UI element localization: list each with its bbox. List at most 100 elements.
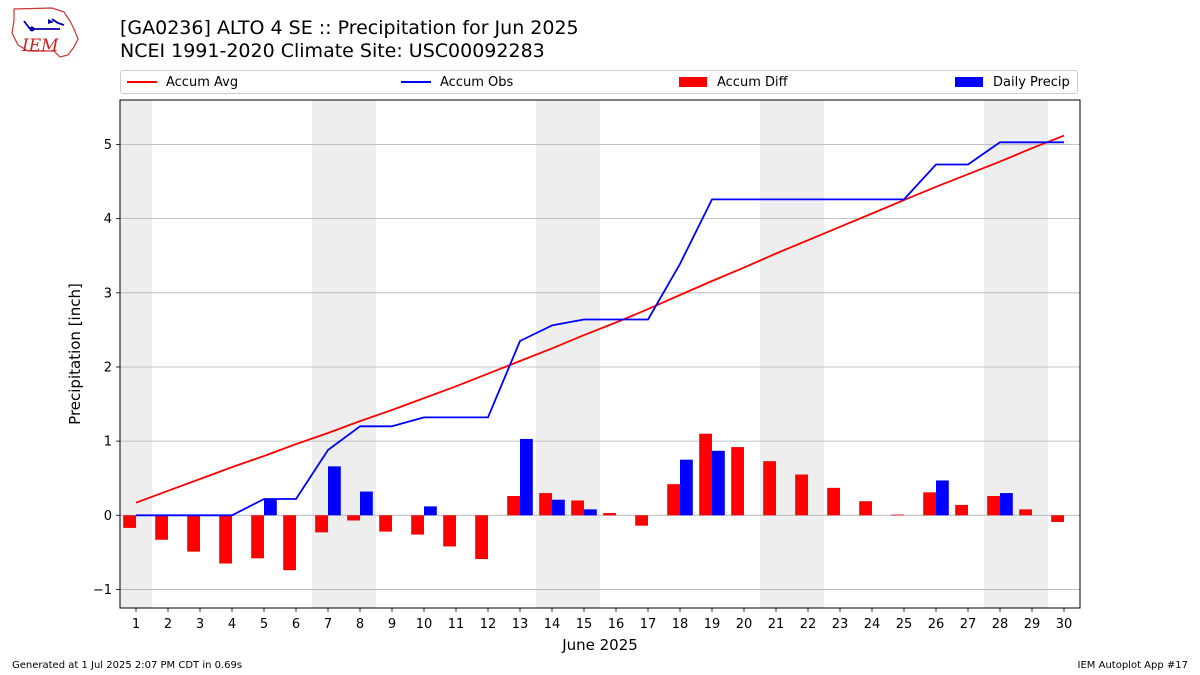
accum-diff-bar-day-1: [123, 515, 136, 528]
accum-diff-bar-day-11: [443, 515, 456, 547]
plot-frame: [119, 99, 1081, 609]
accum-diff-bar-day-25: [891, 514, 904, 516]
accum-diff-bar-day-23: [827, 487, 840, 516]
x-tick-label-8: 8: [356, 617, 364, 632]
footer-generated: Generated at 1 Jul 2025 2:07 PM CDT in 0…: [12, 660, 243, 671]
x-tick-label-25: 25: [896, 617, 913, 632]
accum-diff-bar-day-29: [1019, 509, 1032, 516]
x-tick-label-5: 5: [260, 617, 268, 632]
accum-diff-bar-day-28: [987, 496, 1000, 516]
legend-accum-diff-label: Accum Diff: [717, 74, 788, 90]
daily-precip-bar-day-19: [712, 450, 725, 516]
accum-diff-bar-day-5: [251, 515, 264, 559]
accum-diff-bar-day-10: [411, 515, 424, 535]
legend-accum-avg: Accum Avg: [127, 71, 238, 93]
y-tick-label-1: 1: [104, 435, 112, 450]
x-tick-label-18: 18: [672, 617, 689, 632]
accum-diff-bar-day-2: [155, 515, 168, 540]
x-tick-label-15: 15: [576, 617, 593, 632]
x-tick-label-1: 1: [132, 617, 140, 632]
weekend-shade-day-15: [568, 100, 600, 608]
accum-diff-bar-day-6: [283, 515, 296, 571]
y-tick-label-4: 4: [104, 212, 112, 227]
weekend-shade-day-14: [536, 100, 568, 608]
legend-accum-diff-swatch: [679, 77, 707, 87]
x-tick-label-12: 12: [480, 617, 497, 632]
footer-app: IEM Autoplot App #17: [1077, 660, 1188, 671]
x-tick-label-9: 9: [388, 617, 396, 632]
accum-diff-bar-day-16: [603, 513, 616, 516]
daily-precip-bar-day-26: [936, 480, 949, 516]
accum-diff-bar-day-13: [507, 496, 520, 516]
y-tick-label-3: 3: [104, 286, 112, 301]
accum-diff-bar-day-8: [347, 515, 360, 521]
chart-title: [GA0236] ALTO 4 SE :: Precipitation for …: [120, 17, 579, 39]
svg-text:IEM: IEM: [21, 36, 59, 56]
accum-diff-bar-day-9: [379, 515, 392, 532]
accum-diff-bar-day-15: [571, 500, 584, 516]
x-tick-label-14: 14: [544, 617, 561, 632]
accum-diff-bar-day-24: [859, 501, 872, 516]
x-tick-label-24: 24: [864, 617, 881, 632]
legend-accum-avg-swatch: [127, 81, 157, 83]
y-tick-label-5: 5: [104, 138, 112, 153]
y-tick-label--1: −1: [93, 583, 112, 598]
legend: Accum Avg Accum Obs Accum Diff Daily Pre…: [120, 70, 1078, 94]
daily-precip-bar-day-10: [424, 506, 437, 516]
y-tick-label-2: 2: [104, 360, 112, 375]
accum-diff-bar-day-20: [731, 447, 744, 516]
accum-diff-bar-day-19: [699, 433, 712, 516]
daily-precip-bar-day-8: [360, 491, 373, 516]
x-tick-label-13: 13: [512, 617, 529, 632]
legend-daily-precip-label: Daily Precip: [993, 74, 1070, 90]
accum-diff-bar-day-26: [923, 492, 936, 516]
x-tick-label-2: 2: [164, 617, 172, 632]
legend-accum-obs: Accum Obs: [401, 71, 513, 93]
weekend-shade-day-8: [344, 100, 376, 608]
accum-diff-bar-day-27: [955, 504, 968, 516]
daily-precip-bar-day-18: [680, 459, 693, 516]
x-tick-label-21: 21: [768, 617, 785, 632]
accum-diff-bar-day-4: [219, 515, 232, 564]
daily-precip-bar-day-5: [264, 498, 277, 516]
accum-diff-bar-day-14: [539, 493, 552, 516]
legend-daily-precip-swatch: [955, 77, 983, 87]
accum-diff-bar-day-21: [763, 461, 776, 516]
accum-diff-bar-day-7: [315, 515, 328, 533]
x-tick-label-3: 3: [196, 617, 204, 632]
accum-diff-bar-day-3: [187, 515, 200, 552]
x-tick-label-16: 16: [608, 617, 625, 632]
x-tick-label-28: 28: [992, 617, 1009, 632]
accum-diff-bar-day-12: [475, 515, 488, 560]
x-tick-label-29: 29: [1024, 617, 1041, 632]
accum-diff-bar-day-18: [667, 484, 680, 516]
x-tick-label-30: 30: [1056, 617, 1073, 632]
x-tick-label-27: 27: [960, 617, 977, 632]
legend-accum-avg-label: Accum Avg: [166, 74, 239, 90]
x-tick-label-22: 22: [800, 617, 817, 632]
x-axis-label: June 2025: [561, 636, 638, 654]
weekend-shade-day-21: [760, 100, 792, 608]
legend-accum-diff: Accum Diff: [679, 71, 788, 93]
daily-precip-bar-day-7: [328, 466, 341, 516]
weekend-shade-day-29: [1016, 100, 1048, 608]
weekend-shade-day-28: [984, 100, 1016, 608]
chart-subtitle: NCEI 1991-2020 Climate Site: USC00092283: [120, 40, 545, 62]
weekend-shade-day-1: [120, 100, 152, 608]
accum-diff-bar-day-22: [795, 474, 808, 516]
x-tick-label-23: 23: [832, 617, 849, 632]
x-tick-label-17: 17: [640, 617, 657, 632]
accum-diff-bar-day-17: [635, 515, 648, 526]
weekend-shade-day-22: [792, 100, 824, 608]
x-tick-label-6: 6: [292, 617, 300, 632]
x-tick-label-19: 19: [704, 617, 721, 632]
x-tick-label-10: 10: [416, 617, 433, 632]
accum-obs-line: [136, 141, 1064, 517]
x-tick-label-7: 7: [324, 617, 332, 632]
y-tick-label-0: 0: [104, 509, 112, 524]
daily-precip-bar-day-14: [552, 499, 565, 516]
iem-logo: IEM: [11, 7, 79, 58]
x-tick-label-4: 4: [228, 617, 236, 632]
x-tick-label-11: 11: [448, 617, 465, 632]
